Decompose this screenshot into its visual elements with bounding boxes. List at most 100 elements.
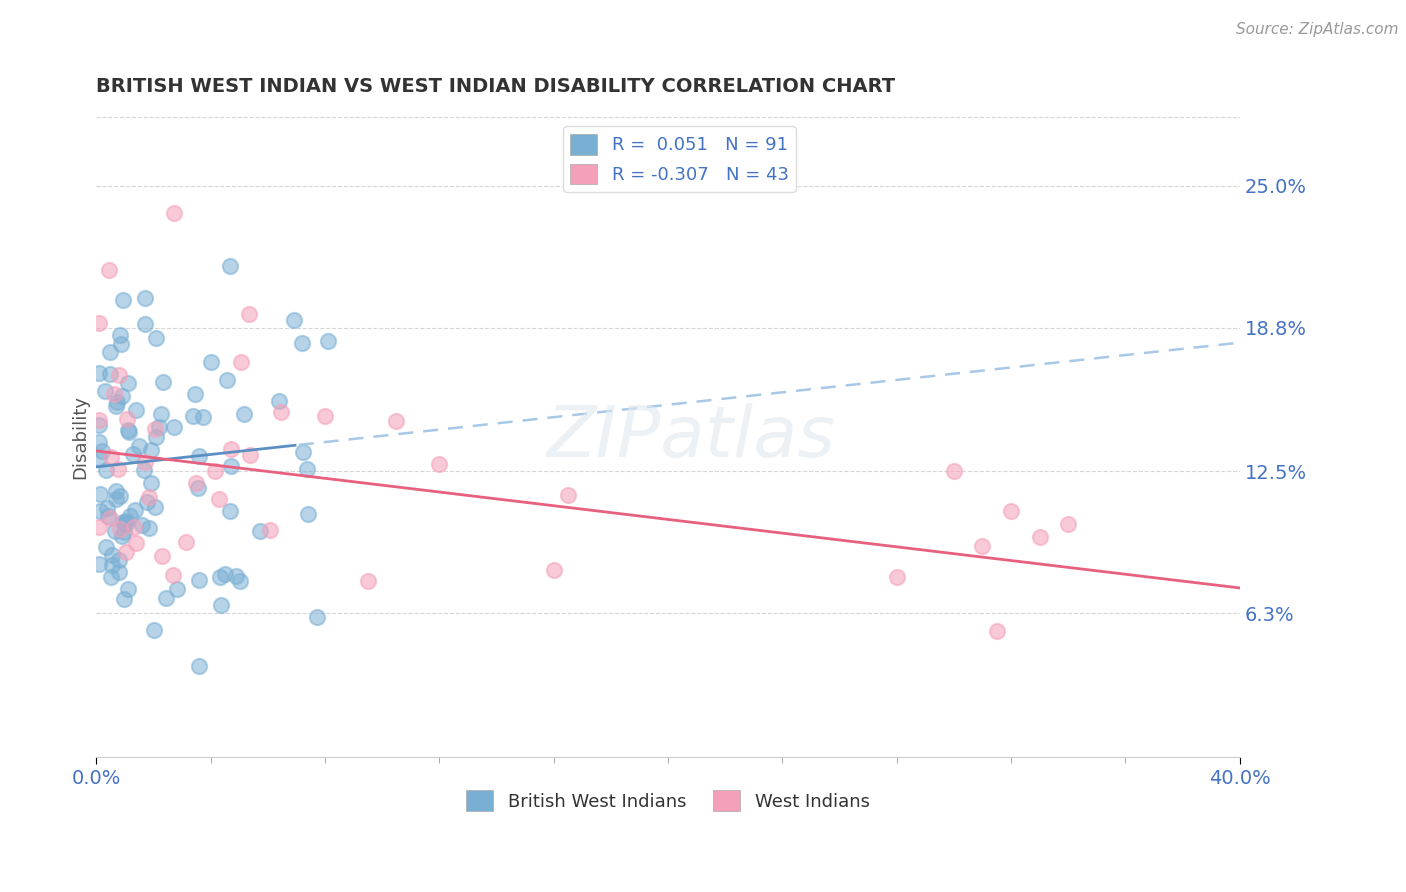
Point <box>162 568 184 582</box>
Point <box>291 336 314 351</box>
Point <box>972 539 994 553</box>
Point <box>89 450 111 465</box>
Point <box>118 425 141 440</box>
Point <box>145 430 167 444</box>
Point <box>150 407 173 421</box>
Point <box>186 475 208 490</box>
Point <box>112 515 135 529</box>
Point <box>108 553 131 567</box>
Point <box>105 395 128 409</box>
Point <box>150 549 173 564</box>
Point <box>138 490 160 504</box>
Point <box>134 317 156 331</box>
Point <box>101 548 124 562</box>
Point <box>141 475 163 490</box>
Point <box>115 517 138 532</box>
Point <box>132 462 155 476</box>
Point <box>87 366 110 380</box>
Point <box>357 574 380 588</box>
Point <box>239 448 262 462</box>
Point <box>209 598 232 612</box>
Point <box>117 412 139 426</box>
Point <box>1028 530 1050 544</box>
Point <box>108 368 131 383</box>
Point <box>138 521 160 535</box>
Point <box>193 410 215 425</box>
Legend: British West Indians, West Indians: British West Indians, West Indians <box>458 783 877 818</box>
Point <box>207 492 229 507</box>
Point <box>110 336 132 351</box>
Point <box>114 516 136 530</box>
Point <box>96 463 118 477</box>
Point <box>269 393 291 408</box>
Point <box>218 259 240 273</box>
Point <box>107 462 129 476</box>
Point <box>100 450 122 464</box>
Point <box>238 307 260 321</box>
Point <box>97 508 120 523</box>
Point <box>108 327 131 342</box>
Point <box>115 514 138 528</box>
Point <box>886 570 908 584</box>
Point <box>108 565 131 579</box>
Point <box>187 481 209 495</box>
Point <box>117 582 139 596</box>
Point <box>93 384 115 399</box>
Point <box>121 447 143 461</box>
Point <box>221 442 243 457</box>
Point <box>1000 504 1022 518</box>
Point <box>143 623 166 637</box>
Point <box>174 534 197 549</box>
Point <box>184 387 207 401</box>
Point <box>96 500 118 515</box>
Point <box>87 520 110 534</box>
Point <box>111 293 134 307</box>
Point <box>942 464 965 478</box>
Point <box>986 624 1008 638</box>
Point <box>291 444 314 458</box>
Point <box>87 316 110 330</box>
Point <box>143 422 166 436</box>
Point <box>249 524 271 539</box>
Point <box>87 557 110 571</box>
Point <box>162 206 184 220</box>
Point <box>270 405 292 419</box>
Point <box>117 376 139 391</box>
Point <box>115 545 138 559</box>
Point <box>283 313 305 327</box>
Point <box>105 484 128 499</box>
Point <box>112 525 135 540</box>
Point <box>166 582 188 596</box>
Point <box>131 517 153 532</box>
Point <box>143 500 166 514</box>
Point <box>87 417 110 432</box>
Point <box>427 457 450 471</box>
Point <box>163 419 186 434</box>
Point <box>136 495 159 509</box>
Point <box>229 355 252 369</box>
Point <box>120 509 142 524</box>
Point <box>108 489 131 503</box>
Point <box>87 434 110 449</box>
Point <box>229 574 252 588</box>
Point <box>214 567 236 582</box>
Text: ZIPatlas: ZIPatlas <box>547 402 835 472</box>
Point <box>188 450 211 464</box>
Point <box>103 387 125 401</box>
Point <box>94 540 117 554</box>
Point <box>117 423 139 437</box>
Point <box>557 487 579 501</box>
Point <box>89 487 111 501</box>
Point <box>295 462 318 476</box>
Point <box>128 439 150 453</box>
Point <box>100 569 122 583</box>
Point <box>98 367 121 381</box>
Point <box>188 658 211 673</box>
Point <box>104 524 127 538</box>
Point <box>259 523 281 537</box>
Point <box>104 399 127 413</box>
Point <box>97 263 120 277</box>
Point <box>314 409 336 424</box>
Point <box>1057 517 1080 532</box>
Point <box>155 591 177 605</box>
